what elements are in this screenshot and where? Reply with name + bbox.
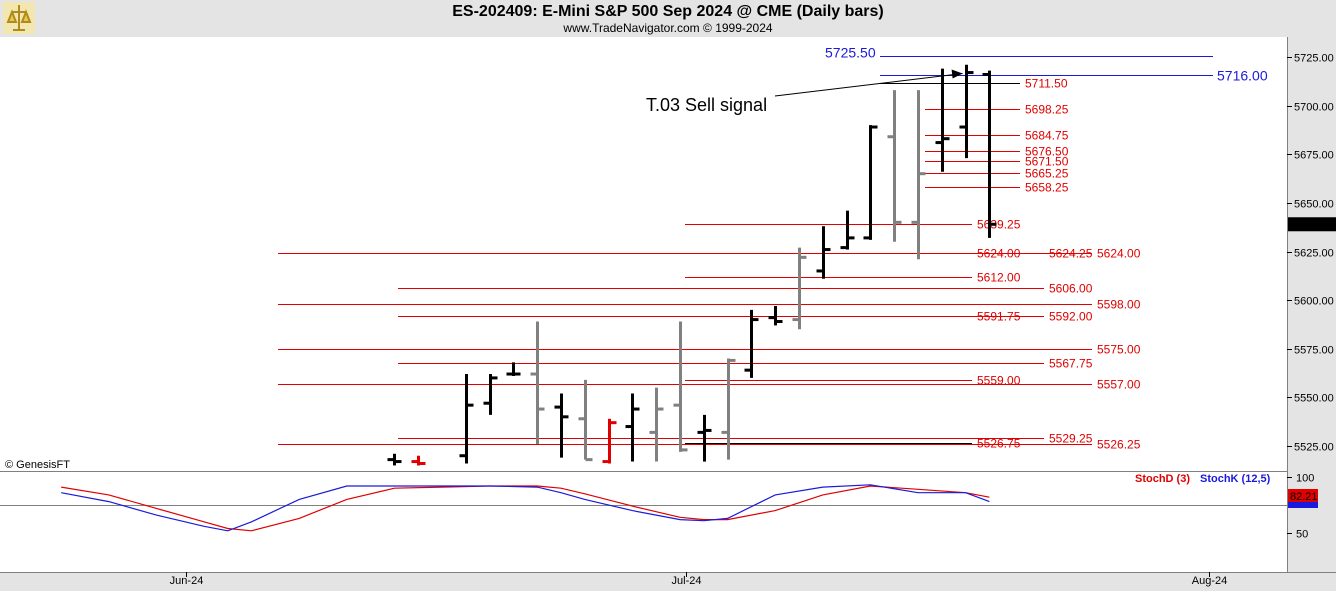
price-tick-label: 5625.00 xyxy=(1294,248,1334,260)
level-label-5529-25: 5529.25 xyxy=(1049,432,1093,446)
price-tick-label: 5725.00 xyxy=(1294,53,1334,65)
price-bar xyxy=(887,90,902,242)
chart-title: ES-202409: E-Mini S&P 500 Sep 2024 @ CME… xyxy=(452,3,884,20)
price-tick-label: 5550.00 xyxy=(1294,393,1334,405)
stoch-last-label: 82.21 xyxy=(1290,491,1318,503)
price-bar xyxy=(411,455,426,466)
time-axis: Jun-24 Jul-24 Aug-24 xyxy=(170,572,1227,587)
level-label-5698-25: 5698.25 xyxy=(1025,103,1069,117)
price-bar xyxy=(387,453,402,466)
time-tick-label: Jul-24 xyxy=(672,575,702,587)
annotation-arrow-line xyxy=(774,73,963,97)
level-label-5725-50: 5725.50 xyxy=(825,45,876,61)
stoch-last-box xyxy=(1288,489,1318,502)
stoch-tick-label: 50 xyxy=(1296,529,1308,541)
level-label-5559-00: 5559.00 xyxy=(977,374,1021,388)
stoch-series-line xyxy=(61,484,990,532)
price-bar xyxy=(649,387,664,462)
stoch-last-box-k xyxy=(1288,502,1318,508)
price-bar xyxy=(792,247,807,330)
price-bar xyxy=(721,358,736,460)
price-tick-label: 5675.00 xyxy=(1294,150,1334,162)
level-label-5592-00: 5592.00 xyxy=(1049,310,1093,324)
price-bar xyxy=(768,305,783,326)
price-bar xyxy=(744,309,759,378)
price-bar xyxy=(863,125,878,240)
price-bar xyxy=(578,379,593,462)
level-label-5557-00: 5557.00 xyxy=(1097,378,1141,392)
header: ES-202409: E-Mini S&P 500 Sep 2024 @ CME… xyxy=(0,0,1336,37)
level-label-5598-00: 5598.00 xyxy=(1097,298,1141,312)
level-label-5639-25: 5639.25 xyxy=(977,218,1021,232)
last-price-box xyxy=(1288,217,1336,232)
price-bar xyxy=(506,362,521,376)
price-tick-label: 5525.00 xyxy=(1294,442,1334,454)
price-tick-label: 5700.00 xyxy=(1294,102,1334,114)
levels-layer: 5711.50 5698.25 5684.75 5676.505671.505665.… xyxy=(278,45,1268,452)
level-label-5612-00: 5612.00 xyxy=(977,271,1021,285)
level-label-5711-50: 5711.50 xyxy=(1025,77,1068,91)
price-bar xyxy=(935,68,950,172)
price-tick-label: 5575.00 xyxy=(1294,345,1334,357)
level-label-5665-25: 5665.25 xyxy=(1025,167,1069,181)
time-tick-label: Aug-24 xyxy=(1192,575,1227,587)
chart-subtitle: www.TradeNavigator.com © 1999-2024 xyxy=(563,21,773,35)
annotation-arrow-head xyxy=(951,69,963,79)
level-label-5526-25: 5526.25 xyxy=(1097,438,1141,452)
price-bar xyxy=(483,374,498,415)
stoch-axis: 100 50 82.21 xyxy=(1287,473,1318,541)
annotation-layer: T.03 Sell signal xyxy=(646,69,963,115)
price-bar xyxy=(530,321,545,445)
price-bar xyxy=(673,321,688,452)
stoch-tick-label: 100 xyxy=(1296,473,1314,485)
level-label-5575-00: 5575.00 xyxy=(1097,343,1141,357)
level-label-5567-75: 5567.75 xyxy=(1049,357,1093,371)
level-label-5526-75: 5526.75 xyxy=(977,437,1021,451)
price-bar xyxy=(959,64,974,159)
price-bar xyxy=(982,70,997,238)
level-label-5624-00: 5624.00 xyxy=(1097,247,1141,261)
price-tick-label: 5600.00 xyxy=(1294,296,1334,308)
price-bar xyxy=(459,374,474,464)
level-label-5716-00: 5716.00 xyxy=(1217,68,1268,84)
stoch-series-line xyxy=(61,485,990,532)
price-bar xyxy=(697,414,712,462)
level-label-5671-50: 5671.50 xyxy=(1025,155,1069,169)
price-bar xyxy=(602,418,617,464)
price-bar xyxy=(816,226,831,279)
price-bar xyxy=(625,393,640,462)
level-label-5658-25: 5658.25 xyxy=(1025,181,1069,195)
stoch-legend-k: StochK (12,5) xyxy=(1200,473,1271,485)
trade-navigator-logo-icon xyxy=(3,2,35,34)
level-label-5684-75: 5684.75 xyxy=(1025,129,1069,143)
price-axis: 5725.00 5700.00 5675.00 5650.00 5625.00 5600.… xyxy=(1287,53,1336,454)
annotation-text: T.03 Sell signal xyxy=(646,95,767,115)
bars-layer xyxy=(387,64,997,466)
watermark: © GenesisFT xyxy=(5,459,70,471)
price-tick-label: 5650.00 xyxy=(1294,199,1334,211)
price-bar xyxy=(840,210,855,250)
last-price-label: 5639.00 xyxy=(1290,219,1330,231)
stoch-layer: StochD (3) StochK (12,5) xyxy=(0,473,1287,532)
stochastic-panel xyxy=(0,472,1287,572)
price-bar xyxy=(554,393,569,458)
price-bar xyxy=(911,90,926,260)
stoch-legend-d: StochD (3) xyxy=(1135,473,1190,485)
level-label-5606-00: 5606.00 xyxy=(1049,282,1093,296)
level-label-5676-50: 5676.50 xyxy=(1025,145,1069,159)
time-tick-label: Jun-24 xyxy=(170,575,204,587)
